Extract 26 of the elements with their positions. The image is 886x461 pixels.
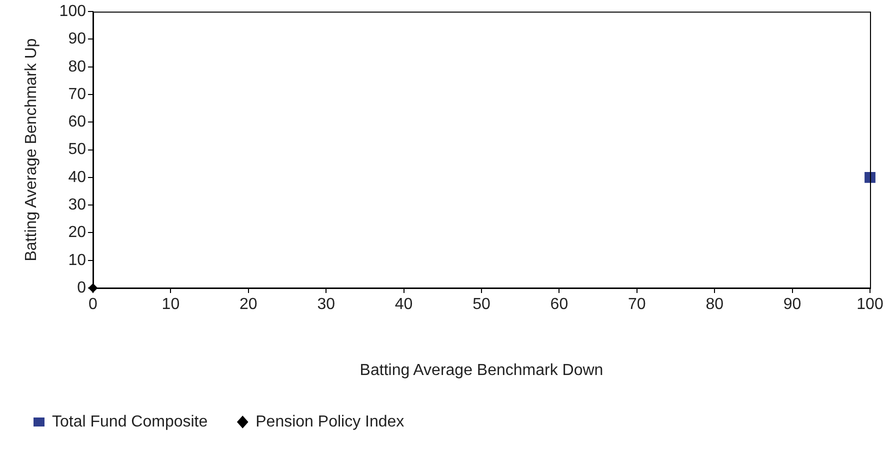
x-tick-label: 0 [88, 296, 98, 314]
x-tick-label: 30 [317, 296, 336, 314]
x-tick-label: 40 [394, 296, 413, 314]
x-tick-label: 90 [783, 296, 802, 314]
y-tick-label: 40 [68, 168, 86, 186]
x-axis-title: Batting Average Benchmark Down [360, 362, 604, 379]
legend-label: Total Fund Composite [52, 413, 208, 430]
y-tick-label: 80 [68, 58, 86, 76]
x-tick-label: 60 [550, 296, 568, 314]
x-tick-label: 80 [706, 296, 724, 314]
y-tick-label: 10 [68, 252, 86, 269]
y-tick-label: 20 [68, 224, 86, 242]
y-tick-label: 100 [59, 3, 86, 20]
x-tick-label: 100 [856, 296, 884, 314]
y-tick-label: 50 [68, 141, 86, 158]
y-tick-label: 70 [68, 86, 86, 103]
legend-label: Pension Policy Index [256, 413, 404, 430]
y-axis-title: Batting Average Benchmark Up [23, 38, 40, 262]
x-tick-label: 10 [162, 296, 180, 314]
y-tick-label: 60 [68, 114, 86, 131]
y-tick-label: 0 [77, 279, 86, 296]
x-tick-label: 20 [240, 296, 258, 314]
x-tick-label: 70 [628, 296, 646, 314]
y-tick-label: 90 [68, 30, 86, 48]
y-tick-label: 30 [68, 196, 86, 214]
x-tick-label: 50 [472, 296, 490, 314]
